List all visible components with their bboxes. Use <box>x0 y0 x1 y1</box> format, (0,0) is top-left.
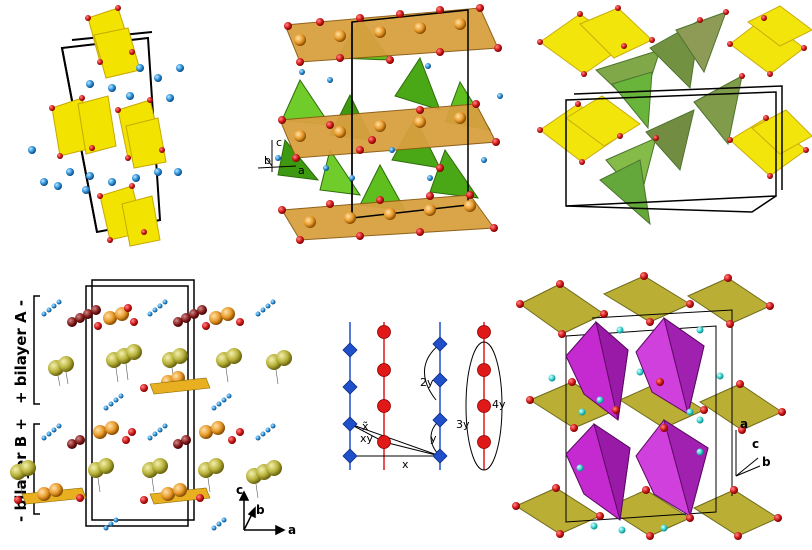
panel-d-axis-a: a <box>288 523 296 537</box>
panel-f-axis-a: a <box>740 417 748 431</box>
panel-d-unit-cell <box>85 279 195 527</box>
panel-f-axis-c: c <box>752 437 759 451</box>
panel-b-structure: c b a <box>257 4 503 244</box>
panel-d-axis-c: c <box>236 483 243 497</box>
panel-c-structure <box>537 5 812 226</box>
label-y: y <box>430 432 437 445</box>
panel-f-magenta-octahedra <box>565 316 709 521</box>
panel-a-structure <box>28 5 184 247</box>
panel-f-olive-plates <box>514 275 784 537</box>
panel-b-axis-c: c <box>276 136 282 149</box>
bilayer-a-label: + bilayer A - <box>12 300 30 404</box>
panel-b-orange-atoms <box>294 18 476 228</box>
label-3y: 3y <box>456 418 470 431</box>
panel-b-red-atoms <box>278 4 502 244</box>
panel-c-unit-cell <box>565 85 783 213</box>
panel-b-axis-a: a <box>298 164 305 177</box>
panel-d-upper-layer-groups <box>48 304 292 395</box>
panel-e-blue-diamonds <box>342 336 448 464</box>
panel-f-axes <box>735 430 761 477</box>
panel-d-axis-b: b <box>256 503 265 517</box>
panel-f-axis-b: b <box>762 455 771 469</box>
panel-d-bracket-a <box>33 295 40 405</box>
panel-d-axes <box>238 490 286 536</box>
panel-a-octahedra <box>51 7 167 247</box>
panel-b-axis-b: b <box>264 154 271 167</box>
panel-f-red-atoms <box>512 272 786 540</box>
panel-e-red-circles <box>377 325 491 449</box>
panel-b-axes <box>257 140 297 172</box>
panel-d-lower-layer-groups <box>10 421 282 505</box>
panel-c-atoms <box>537 5 809 179</box>
panel-d-structure: + bilayer A - - bilayer B + <box>10 279 296 537</box>
label-xy: xy <box>360 432 374 445</box>
panel-a-red-atoms <box>49 5 165 243</box>
label-x: x <box>402 458 409 471</box>
label-2y: 2y <box>420 376 434 389</box>
panel-f-structure: a c b <box>512 272 786 540</box>
label-x-tilde: x̃ <box>362 420 369 433</box>
panel-e-diagram: x̃ xy x y 2y 3y 4y <box>342 322 506 471</box>
panel-f-cyan-atoms <box>548 326 724 534</box>
label-4y: 4y <box>492 398 506 411</box>
panel-d-blue-chains <box>41 299 276 531</box>
panel-a-blue-atoms <box>28 64 184 194</box>
panel-b-blue-atoms <box>275 63 503 181</box>
